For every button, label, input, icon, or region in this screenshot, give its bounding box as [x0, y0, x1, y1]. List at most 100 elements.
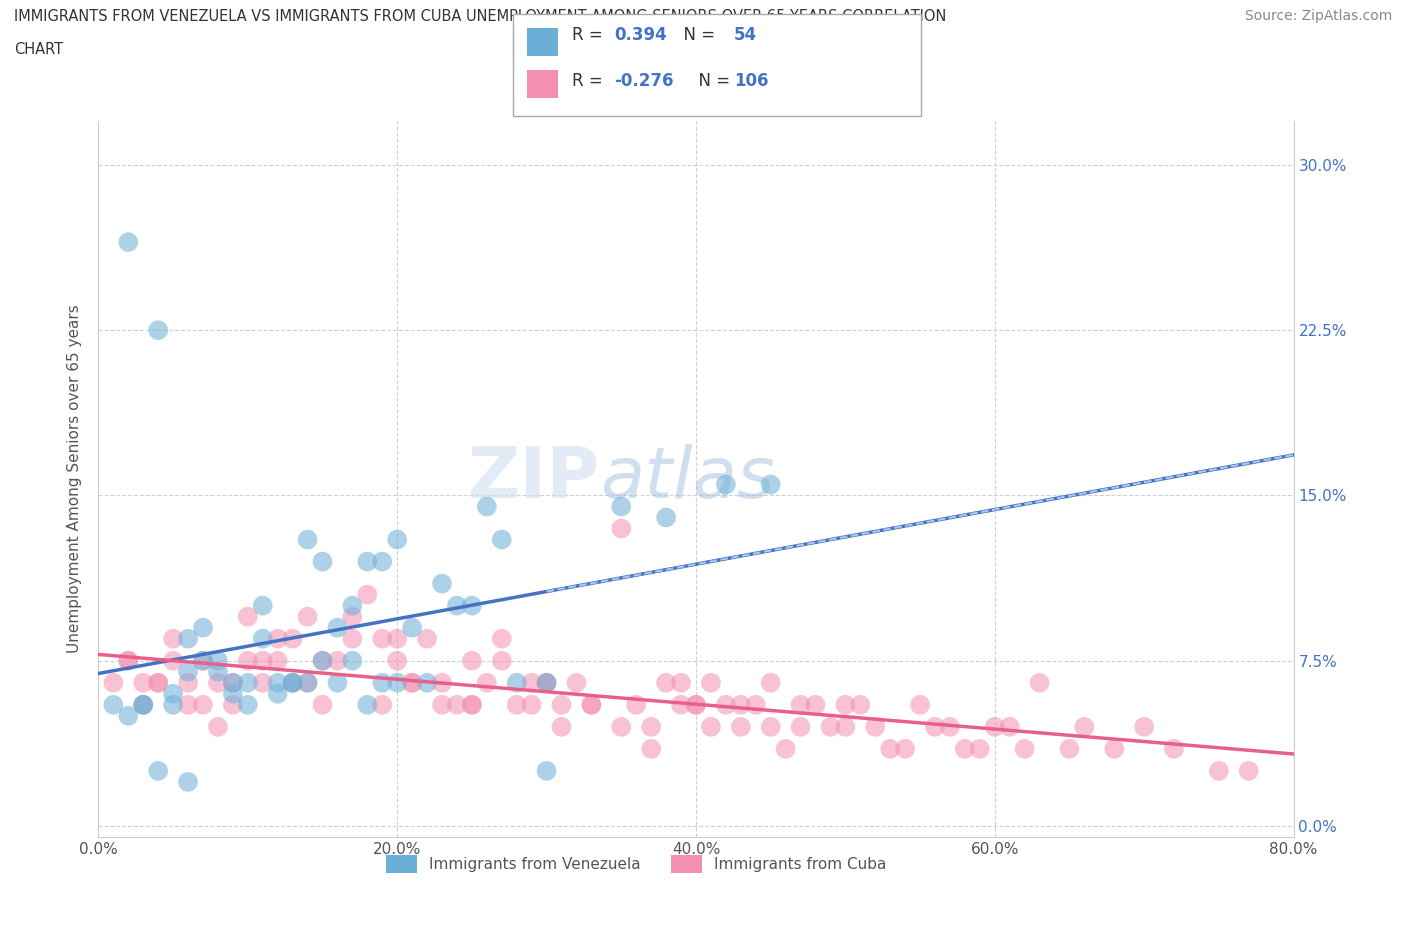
Point: [461, 698, 484, 712]
Text: 54: 54: [734, 26, 756, 44]
Point: [565, 675, 588, 690]
Legend: Immigrants from Venezuela, Immigrants from Cuba: Immigrants from Venezuela, Immigrants fr…: [380, 849, 893, 880]
Point: [640, 741, 662, 756]
Point: [834, 720, 856, 735]
Point: [177, 675, 200, 690]
Point: [475, 499, 498, 514]
Point: [759, 720, 782, 735]
Point: [1163, 741, 1185, 756]
Point: [550, 720, 572, 735]
Point: [536, 675, 558, 690]
Point: [177, 698, 200, 712]
Point: [252, 675, 274, 690]
Point: [550, 698, 572, 712]
Point: [148, 675, 170, 690]
Text: R =: R =: [572, 72, 609, 89]
Point: [430, 698, 453, 712]
Point: [446, 698, 468, 712]
Point: [297, 532, 319, 547]
Point: [162, 698, 184, 712]
Point: [789, 720, 811, 735]
Point: [759, 675, 782, 690]
Point: [132, 675, 155, 690]
Point: [148, 675, 170, 690]
Point: [267, 675, 290, 690]
Point: [1073, 720, 1095, 735]
Point: [1104, 741, 1126, 756]
Point: [446, 598, 468, 613]
Point: [297, 609, 319, 624]
Point: [236, 609, 259, 624]
Point: [297, 675, 319, 690]
Point: [700, 675, 723, 690]
Point: [491, 532, 513, 547]
Point: [430, 675, 453, 690]
Point: [191, 620, 214, 635]
Point: [103, 698, 125, 712]
Point: [1028, 675, 1050, 690]
Point: [894, 741, 917, 756]
Point: [655, 510, 678, 525]
Point: [640, 720, 662, 735]
Point: [820, 720, 842, 735]
Point: [191, 653, 214, 668]
Point: [685, 698, 707, 712]
Y-axis label: Unemployment Among Seniors over 65 years: Unemployment Among Seniors over 65 years: [67, 305, 83, 653]
Point: [162, 631, 184, 646]
Point: [714, 477, 737, 492]
Point: [924, 720, 946, 735]
Point: [236, 653, 259, 668]
Point: [267, 686, 290, 701]
Point: [371, 698, 394, 712]
Point: [610, 499, 633, 514]
Point: [385, 631, 409, 646]
Point: [148, 323, 170, 338]
Point: [297, 675, 319, 690]
Point: [371, 675, 394, 690]
Point: [1133, 720, 1156, 735]
Point: [610, 521, 633, 536]
Point: [326, 620, 349, 635]
Point: [953, 741, 976, 756]
Point: [984, 720, 1007, 735]
Point: [789, 698, 811, 712]
Point: [103, 675, 125, 690]
Point: [311, 698, 333, 712]
Point: [536, 675, 558, 690]
Text: -0.276: -0.276: [614, 72, 673, 89]
Point: [117, 653, 139, 668]
Point: [326, 653, 349, 668]
Point: [730, 698, 752, 712]
Point: [311, 653, 333, 668]
Point: [385, 532, 409, 547]
Point: [1059, 741, 1081, 756]
Point: [177, 631, 200, 646]
Point: [117, 234, 139, 249]
Point: [461, 653, 484, 668]
Point: [520, 698, 543, 712]
Point: [1014, 741, 1036, 756]
Point: [998, 720, 1021, 735]
Point: [581, 698, 603, 712]
Point: [132, 698, 155, 712]
Point: [655, 675, 678, 690]
Text: 0.394: 0.394: [614, 26, 668, 44]
Point: [401, 675, 423, 690]
Point: [491, 631, 513, 646]
Point: [356, 698, 378, 712]
Point: [342, 653, 364, 668]
Point: [252, 631, 274, 646]
Point: [132, 698, 155, 712]
Point: [207, 653, 229, 668]
Point: [342, 598, 364, 613]
Point: [939, 720, 962, 735]
Point: [236, 675, 259, 690]
Point: [401, 675, 423, 690]
Point: [356, 587, 378, 602]
Text: 106: 106: [734, 72, 769, 89]
Point: [267, 631, 290, 646]
Point: [207, 675, 229, 690]
Point: [117, 653, 139, 668]
Point: [461, 598, 484, 613]
Point: [385, 653, 409, 668]
